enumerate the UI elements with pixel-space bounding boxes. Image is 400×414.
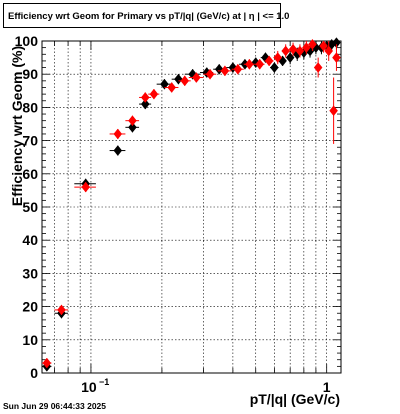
y-tick-label: 40 (22, 232, 38, 248)
x-axis-label: pT/|q| (GeV/c) (249, 391, 340, 407)
data-point (233, 63, 243, 75)
data-point (42, 357, 52, 369)
y-tick-label: 90 (22, 66, 38, 82)
data-point (113, 145, 123, 156)
y-tick-label: 60 (22, 166, 38, 182)
plot-background (42, 41, 341, 373)
data-point (192, 72, 201, 83)
data-point (128, 115, 137, 127)
data-point (149, 88, 159, 100)
data-point (205, 68, 215, 80)
y-tick-label: 20 (22, 299, 38, 315)
data-point (273, 52, 283, 64)
data-point (174, 73, 183, 85)
data-point (128, 121, 137, 133)
data-point (81, 181, 91, 193)
data-point (308, 38, 317, 50)
datestamp: Sun Jun 29 06:44:33 2025 (3, 401, 107, 411)
data-point (160, 78, 169, 90)
data-point (332, 52, 341, 64)
x-tick-label: 1 (323, 379, 331, 395)
y-tick-label: 50 (22, 199, 38, 215)
data-point (57, 304, 66, 316)
y-tick-label: 30 (22, 265, 38, 281)
x-tick-label: 10 (81, 379, 97, 395)
x-tick-label-exponent: −1 (99, 377, 109, 387)
data-point (270, 62, 279, 73)
data-point (288, 43, 298, 55)
y-tick-label: 0 (30, 365, 38, 381)
data-point (324, 45, 334, 57)
chart-title: Efficiency wrt Geom for Primary vs pT/|q… (3, 3, 289, 28)
data-point (113, 128, 123, 140)
y-tick-label: 80 (22, 99, 38, 115)
data-point (329, 105, 338, 117)
data-point (319, 40, 328, 52)
data-point (255, 58, 265, 70)
data-point (313, 62, 323, 73)
data-point (245, 58, 254, 70)
data-point (167, 82, 176, 93)
y-tick-label: 10 (22, 332, 38, 348)
data-point (281, 45, 291, 57)
data-point (264, 55, 274, 67)
y-axis-label: Efficiency wrt Geom (%) (9, 45, 25, 207)
y-tick-label: 70 (22, 133, 38, 149)
data-point (295, 45, 305, 57)
data-point (140, 92, 150, 103)
data-point (140, 98, 150, 110)
data-point (214, 63, 224, 75)
data-point (220, 65, 230, 77)
y-tick-label: 100 (15, 33, 39, 49)
data-point (302, 42, 311, 54)
data-point (180, 75, 190, 87)
